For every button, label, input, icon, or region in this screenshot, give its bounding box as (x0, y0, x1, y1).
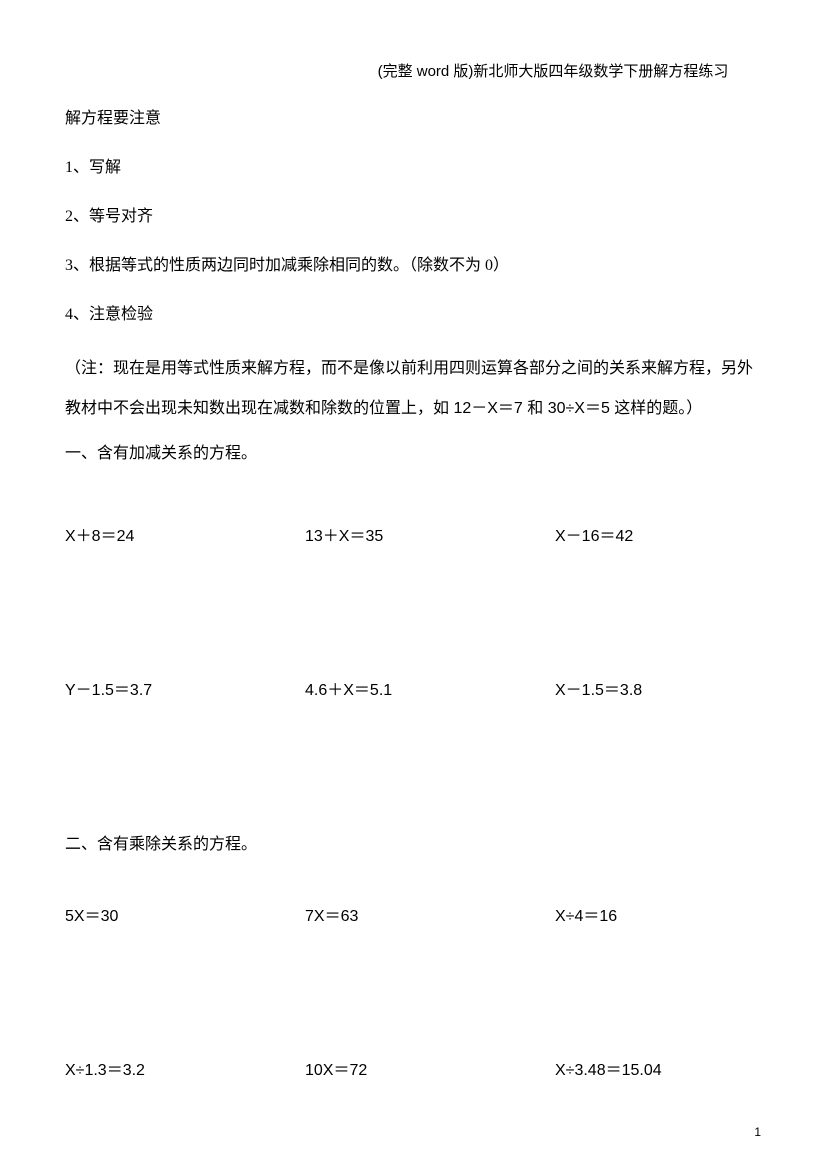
equation-cell: 13＋X＝35 (305, 522, 555, 546)
equation-cell: X÷4＝16 (555, 902, 617, 926)
section-1-title: 一、含有加减关系的方程。 (65, 434, 761, 474)
equation-cell: X÷3.48＝15.04 (555, 1056, 662, 1080)
note-item-4: 4、注意检验 (65, 300, 761, 324)
equation-cell: X÷1.3＝3.2 (65, 1056, 305, 1080)
equation-row: 5X＝30 7X＝63 X÷4＝16 (65, 902, 761, 926)
equation-row: X＋8＝24 13＋X＝35 X－16＝42 (65, 522, 761, 546)
document-header: (完整 word 版)新北师大版四年级数学下册解方程练习 (65, 60, 761, 81)
page-number: 1 (754, 1125, 761, 1139)
equation-cell: 10X＝72 (305, 1056, 555, 1080)
equation-row: X÷1.3＝3.2 10X＝72 X÷3.48＝15.04 (65, 1056, 761, 1080)
equation-cell: 5X＝30 (65, 902, 305, 926)
note-item-1: 1、写解 (65, 153, 761, 177)
equation-row: Y－1.5＝3.7 4.6＋X＝5.1 X－1.5＝3.8 (65, 676, 761, 700)
equation-cell: 4.6＋X＝5.1 (305, 676, 555, 700)
equation-cell: 7X＝63 (305, 902, 555, 926)
equation-cell: X－1.5＝3.8 (555, 676, 642, 700)
note-item-3: 3、根据等式的性质两边同时加减乘除相同的数。（除数不为 0） (65, 251, 761, 275)
equation-cell: Y－1.5＝3.7 (65, 676, 305, 700)
section-2-title: 二、含有乘除关系的方程。 (65, 830, 761, 854)
equation-cell: X＋8＝24 (65, 522, 305, 546)
note-paragraph: （注：现在是用等式性质来解方程，而不是像以前利用四则运算各部分之间的关系来解方程… (65, 349, 761, 429)
note-item-2: 2、等号对齐 (65, 202, 761, 226)
intro-heading: 解方程要注意 (65, 104, 761, 128)
equation-cell: X－16＝42 (555, 522, 633, 546)
